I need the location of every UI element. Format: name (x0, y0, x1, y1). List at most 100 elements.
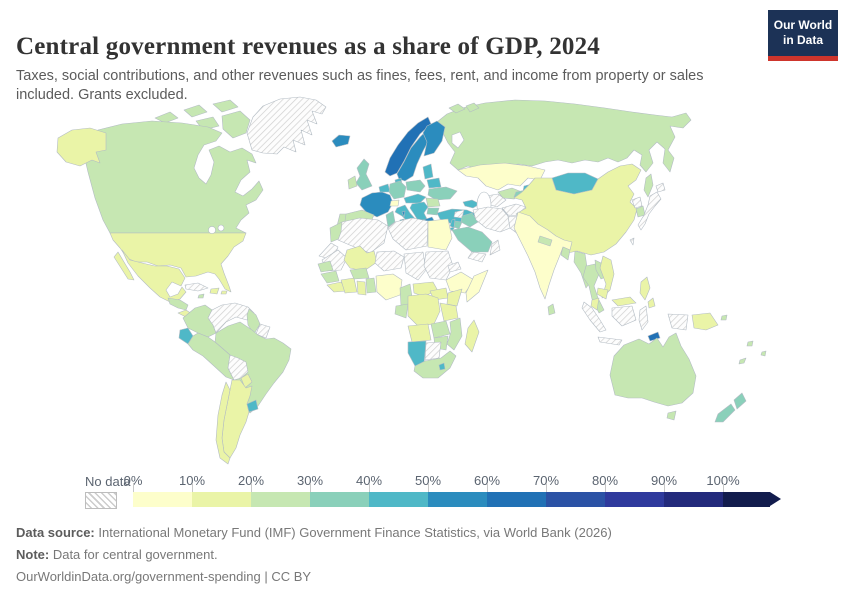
country-jamaica[interactable] (197, 293, 205, 299)
country-new-zealand-north[interactable] (733, 392, 747, 410)
country-guinea[interactable] (320, 270, 340, 284)
country-bulgaria[interactable] (426, 207, 440, 216)
country-france[interactable] (359, 191, 394, 218)
country-canada-arctic[interactable] (212, 99, 239, 113)
country-malawi-mozambique[interactable] (446, 317, 463, 351)
country-egypt[interactable] (427, 218, 453, 251)
legend-segment[interactable] (369, 492, 428, 507)
country-russia-sakhalin[interactable] (643, 173, 654, 198)
legend-segment[interactable] (546, 492, 605, 507)
country-taiwan[interactable] (629, 237, 635, 246)
country-canada-arctic[interactable] (154, 111, 179, 124)
country-algeria[interactable] (337, 217, 389, 254)
country-oman[interactable] (489, 239, 501, 256)
country-south-africa[interactable] (413, 350, 457, 379)
country-poland[interactable] (405, 179, 426, 193)
country-philippines[interactable] (647, 297, 656, 309)
country-togo-benin[interactable] (365, 277, 377, 294)
country-lesotho[interactable] (438, 362, 446, 371)
country-cuba[interactable] (184, 282, 209, 292)
legend-segment[interactable] (310, 492, 369, 507)
legend-segment[interactable] (605, 492, 664, 507)
no-data-swatch[interactable] (85, 492, 117, 509)
country-indonesia-sumatra[interactable] (581, 301, 607, 333)
country-iceland[interactable] (331, 134, 351, 148)
owid-logo[interactable]: Our World in Data (768, 10, 838, 61)
country-benelux[interactable] (378, 183, 391, 193)
country-mexico-baja[interactable] (113, 251, 135, 281)
country-chad[interactable] (403, 251, 427, 281)
country-greenland[interactable] (246, 96, 327, 155)
citation-link[interactable]: OurWorldinData.org/government-spending |… (16, 568, 312, 584)
country-sri-lanka[interactable] (547, 303, 556, 316)
legend-segment[interactable] (428, 492, 487, 507)
country-central-europe[interactable] (403, 193, 427, 204)
country-germany[interactable] (388, 180, 407, 200)
country-indonesia-sulawesi[interactable] (638, 305, 649, 331)
country-romania[interactable] (425, 197, 441, 208)
country-gabon-congo[interactable] (394, 303, 409, 319)
country-somalia[interactable] (465, 269, 489, 303)
country-iraq[interactable] (460, 212, 479, 228)
country-drc[interactable] (407, 293, 441, 327)
country-tanzania[interactable] (439, 302, 459, 322)
country-caucasus[interactable] (462, 199, 481, 209)
country-new-zealand-south[interactable] (714, 403, 736, 423)
country-libya[interactable] (387, 217, 429, 251)
country-canada-arctic[interactable] (221, 110, 251, 139)
country-finland[interactable] (422, 120, 446, 157)
legend-segment[interactable] (487, 492, 546, 507)
country-new-caledonia[interactable] (738, 357, 747, 365)
country-canada[interactable] (81, 120, 264, 234)
country-bangladesh[interactable] (560, 246, 571, 261)
country-angola[interactable] (407, 323, 432, 343)
country-cambodia[interactable] (596, 287, 609, 300)
country-papua-new-guinea[interactable] (691, 312, 719, 331)
country-hispaniola[interactable] (209, 287, 220, 295)
country-malaysia[interactable] (590, 297, 600, 311)
country-nigeria[interactable] (375, 273, 403, 301)
country-russia[interactable] (436, 99, 692, 173)
world-map[interactable] (0, 88, 850, 470)
country-chile[interactable] (215, 381, 231, 465)
country-central-america[interactable] (167, 297, 189, 311)
country-japan-hokkaido[interactable] (655, 182, 666, 193)
country-kenya[interactable] (446, 288, 463, 307)
country-usa-alaska[interactable] (56, 127, 107, 167)
color-scale-bar[interactable] (133, 492, 770, 507)
country-australia[interactable] (609, 332, 697, 407)
country-png-islands[interactable] (720, 314, 728, 321)
country-france-corsica[interactable] (401, 210, 406, 218)
legend-segment[interactable] (192, 492, 251, 507)
country-madagascar[interactable] (464, 319, 480, 353)
country-suriname[interactable] (255, 323, 271, 339)
country-baltics[interactable] (422, 163, 434, 180)
country-uruguay[interactable] (246, 399, 259, 413)
country-zambia[interactable] (430, 320, 451, 339)
country-bolivia[interactable] (227, 354, 249, 381)
country-russia-novaya[interactable] (448, 103, 466, 114)
country-indonesia-java[interactable] (597, 336, 623, 346)
country-india[interactable] (513, 211, 573, 300)
country-malaysia-borneo[interactable] (611, 296, 637, 307)
country-uk[interactable] (355, 158, 373, 191)
country-kazakhstan[interactable] (457, 162, 546, 191)
country-ivory-coast[interactable] (340, 277, 358, 294)
country-japan[interactable] (637, 191, 662, 231)
country-fiji[interactable] (746, 340, 754, 347)
country-ghana[interactable] (356, 280, 367, 296)
legend-segment[interactable] (251, 492, 310, 507)
country-indonesia-kalimantan[interactable] (611, 305, 637, 327)
legend-segment[interactable] (664, 492, 723, 507)
country-botswana[interactable] (424, 341, 442, 361)
country-venezuela[interactable] (207, 302, 255, 334)
country-jordan[interactable] (453, 220, 463, 230)
country-puerto-rico[interactable] (220, 290, 228, 295)
country-philippines[interactable] (639, 276, 651, 301)
country-yemen[interactable] (467, 251, 487, 263)
country-vanuatu[interactable] (760, 350, 767, 357)
country-russia-novaya[interactable] (465, 102, 480, 113)
country-niger[interactable] (374, 250, 405, 272)
country-australia-tasmania[interactable] (666, 410, 677, 421)
country-canada-arctic[interactable] (183, 104, 208, 118)
